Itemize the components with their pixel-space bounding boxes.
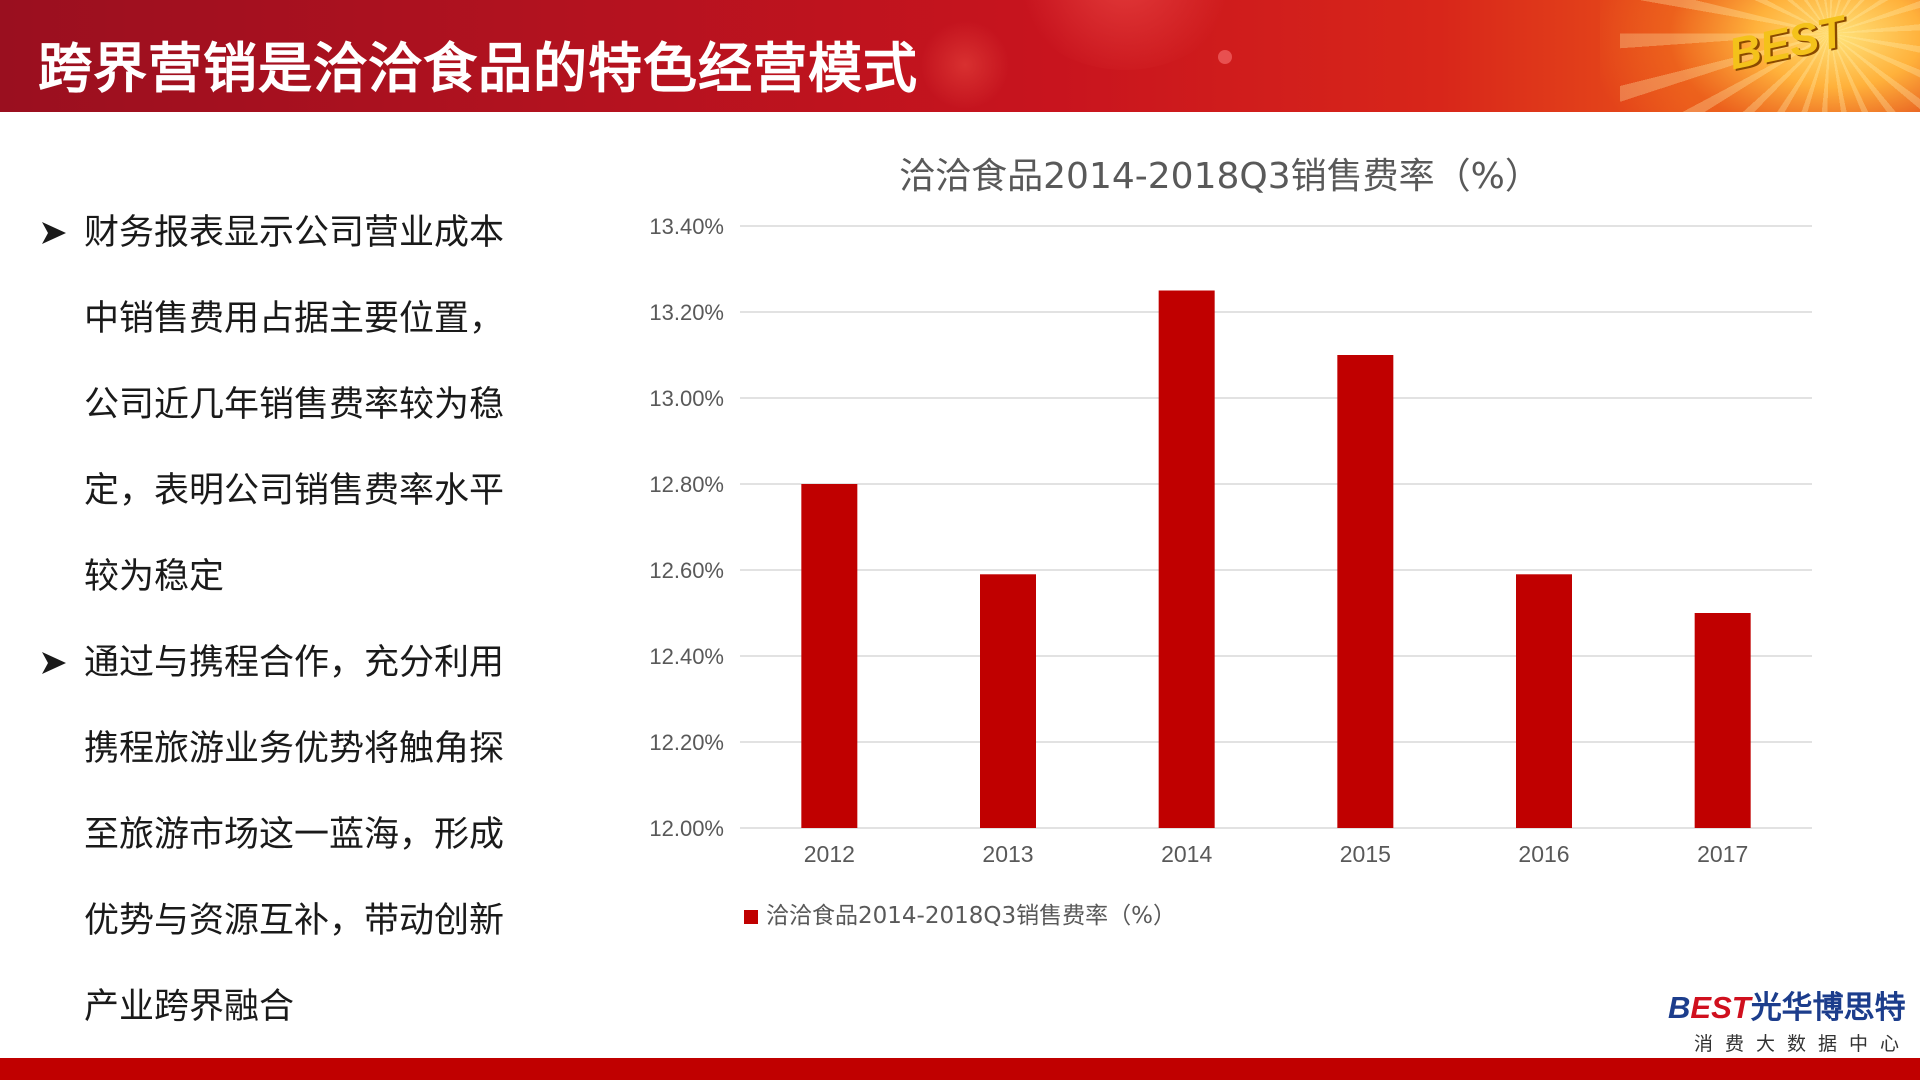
- bar: [1158, 290, 1215, 828]
- bullet-list: 财务报表显示公司营业成本中销售费用占据主要位置，公司近几年销售费率较为稳定，表明…: [36, 190, 536, 1050]
- bar: [1694, 613, 1751, 828]
- y-tick-label: 12.60%: [649, 558, 724, 583]
- bullet-text: 财务报表显示公司营业成本中销售费用占据主要位置，公司近几年销售费率较为稳定，表明…: [84, 213, 505, 597]
- logo-part: 光华博思特: [1750, 990, 1906, 1026]
- bar: [801, 484, 858, 828]
- bullet-item: 通过与携程合作，充分利用携程旅游业务优势将触角探至旅游市场这一蓝海，形成优势与资…: [36, 620, 536, 1050]
- logo-subtitle: 消费大数据中心: [1694, 1033, 1912, 1055]
- slide-title: 跨界营销是洽洽食品的特色经营模式: [38, 37, 918, 100]
- decor-glow: [920, 20, 1010, 110]
- x-tick-label: 2013: [982, 841, 1033, 867]
- bar: [1516, 574, 1572, 828]
- y-tick-label: 12.00%: [649, 816, 724, 841]
- x-tick-label: 2016: [1518, 841, 1569, 867]
- y-tick-label: 13.00%: [649, 386, 724, 411]
- company-logo: BEST光华博思特 消费大数据中心: [1668, 982, 1908, 1056]
- legend-label: 洽洽食品2014-2018Q3销售费率（%）: [766, 903, 1176, 929]
- x-tick-label: 2014: [1161, 841, 1212, 867]
- header-banner: 跨界营销是洽洽食品的特色经营模式 BEST: [0, 0, 1920, 112]
- decor-dot: [1218, 50, 1232, 64]
- logo-part: B: [1668, 990, 1691, 1025]
- bullet-item: 财务报表显示公司营业成本中销售费用占据主要位置，公司近几年销售费率较为稳定，表明…: [36, 190, 536, 620]
- arrow-bullet-icon: [42, 222, 66, 244]
- logo-wordmark: BEST光华博思特: [1668, 982, 1908, 1027]
- chart-title: 洽洽食品2014-2018Q3销售费率（%）: [899, 156, 1541, 197]
- x-tick-label: 2017: [1697, 841, 1748, 867]
- x-tick-label: 2012: [804, 841, 855, 867]
- y-tick-label: 12.80%: [649, 472, 724, 497]
- bottom-bar: [0, 1058, 1920, 1080]
- y-tick-label: 13.20%: [649, 300, 724, 325]
- y-tick-label: 13.40%: [649, 214, 724, 239]
- y-tick-label: 12.20%: [649, 730, 724, 755]
- arrow-bullet-icon: [42, 652, 66, 674]
- bullet-text: 通过与携程合作，充分利用携程旅游业务优势将触角探至旅游市场这一蓝海，形成优势与资…: [84, 643, 505, 1027]
- chart-legend: 洽洽食品2014-2018Q3销售费率（%）: [0, 896, 1920, 930]
- decor-glow: [1010, 0, 1240, 70]
- decor-rays: [1620, 0, 1920, 112]
- bar: [1337, 355, 1394, 828]
- bar: [980, 574, 1036, 828]
- y-tick-label: 12.40%: [649, 644, 724, 669]
- bar-chart: 洽洽食品2014-2018Q3销售费率（%） 12.00% 12.20% 12.40…: [600, 130, 1840, 950]
- legend-swatch: [744, 909, 759, 924]
- x-tick-label: 2015: [1340, 841, 1391, 867]
- logo-part: EST: [1690, 990, 1751, 1025]
- decor-burst: [1600, 0, 1920, 112]
- chart-plot: 12.00% 12.20% 12.40% 12.60% 12.80% 13.00% 13.2…: [649, 214, 1812, 867]
